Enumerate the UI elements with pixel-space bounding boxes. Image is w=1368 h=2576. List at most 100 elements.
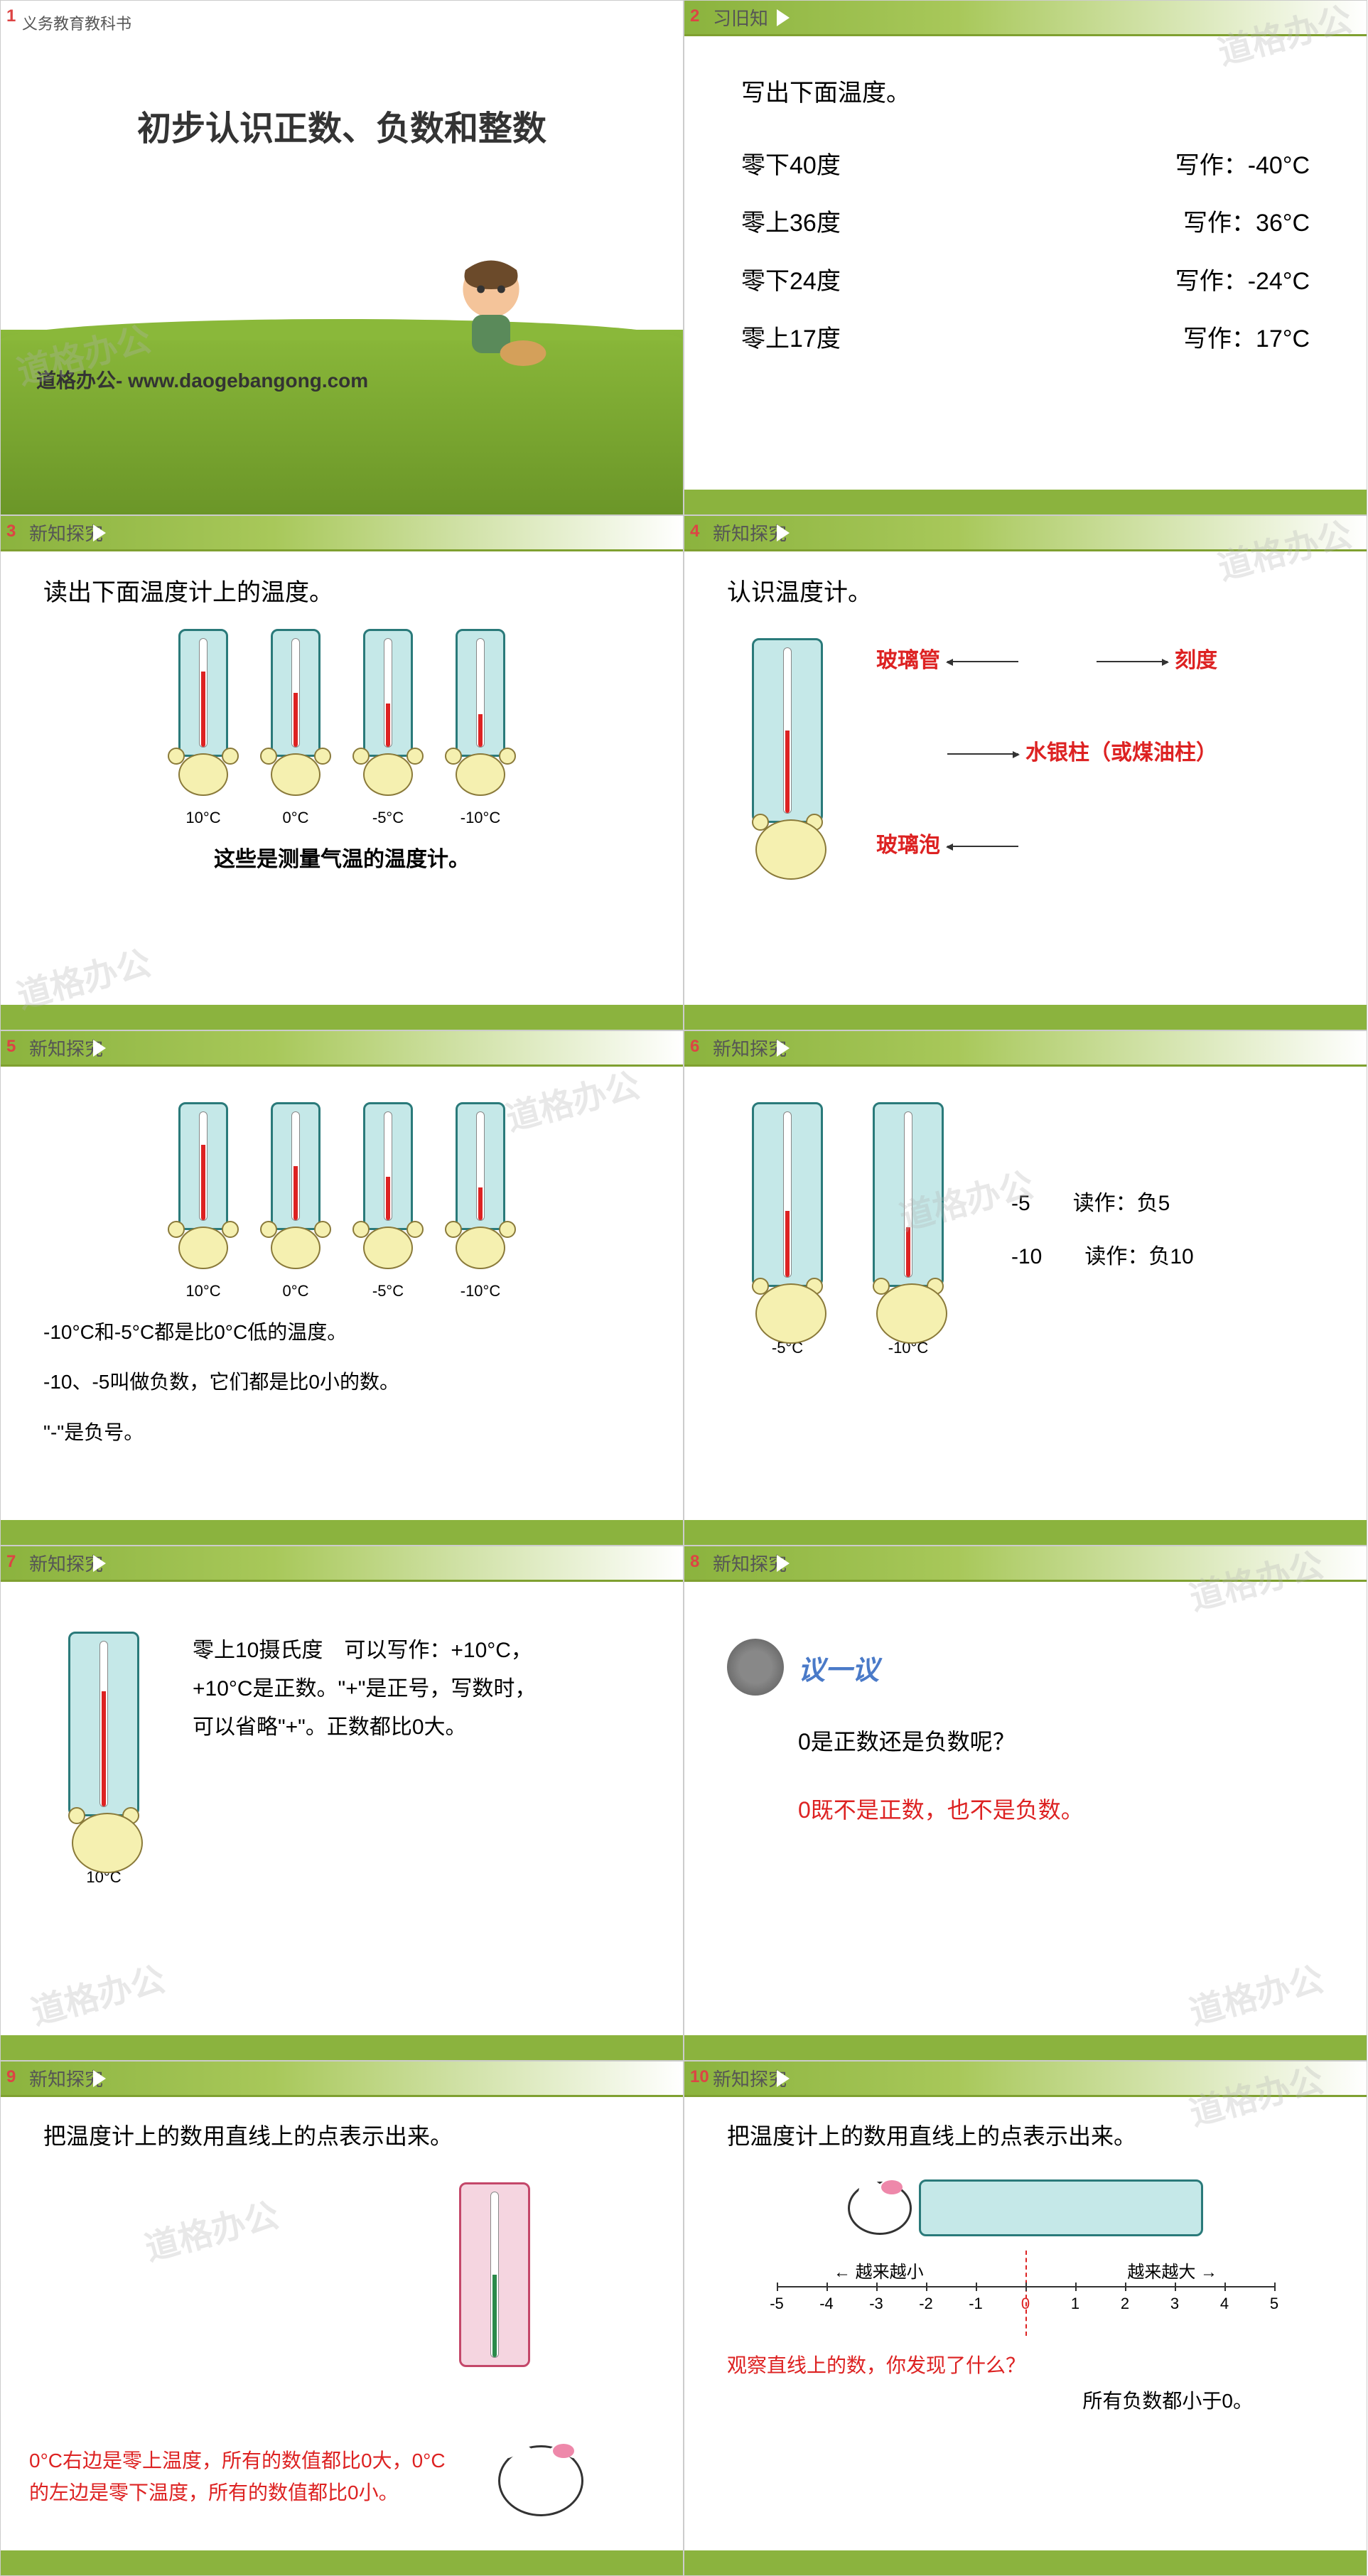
temp-row: 零下40度写作：-40°C (741, 137, 1310, 195)
footer-bar (1, 2550, 683, 2575)
footer-bar (1, 1005, 683, 1030)
s9-title: 把温度计上的数用直线上的点表示出来。 (43, 2118, 640, 2151)
header-bar: 新知探究 (684, 516, 1367, 551)
thermometer: -10°C (445, 629, 516, 827)
slide-9: 9 新知探究 把温度计上的数用直线上的点表示出来。 0°C右边是零上温度，所有的… (0, 2061, 684, 2576)
footer-bar (1, 2035, 683, 2060)
header-label: 新知探究 (29, 1550, 103, 1576)
slide-number: 6 (690, 1037, 699, 1057)
slide-5: 5 新知探究 10°C 0°C -5°C -10°C -10°C和-5°C都是比… (0, 1030, 684, 1546)
header-bar: 新知探究 (1, 1031, 683, 1067)
temp-desc: 零下24度 (741, 253, 841, 311)
slide-1: 1 义务教育教科书 初步认识正数、负数和整数 道格办公- www.daogeba… (0, 0, 684, 515)
question: 0是正数还是负数呢？ (798, 1724, 1324, 1757)
thermometer-row: 10°C 0°C -5°C -10°C (43, 629, 640, 827)
url-text: 道格办公- www.daogebangong.com (36, 365, 368, 394)
watermark: 道格办公 (25, 1951, 170, 2034)
thermometer-row: -5°C -10°C (727, 1102, 969, 1357)
s2-title: 写出下面温度。 (741, 65, 1310, 123)
header-label: 习旧知 (713, 4, 768, 31)
slide-number: 3 (6, 522, 16, 541)
thermo-label: -5°C (352, 809, 424, 827)
thermometer: 0°C (260, 629, 331, 827)
footer-bar (1, 1520, 683, 1545)
header-label: 新知探究 (713, 519, 787, 546)
thermometer: 0°C (260, 1102, 331, 1300)
thermometer: -5°C (738, 1102, 837, 1357)
header-label: 新知探究 (29, 2065, 103, 2091)
bulb-label: 玻璃泡 (876, 834, 940, 857)
thermometer: -10°C (445, 1102, 516, 1300)
slide-3: 3 新知探究 读出下面温度计上的温度。 10°C 0°C -5°C -10°C … (0, 515, 684, 1030)
slide-7: 7 新知探究 10°C 零上10摄氏度 可以写作：+10°C，+10°C是正数。… (0, 1546, 684, 2061)
read: 读作：负10 (1084, 1245, 1193, 1268)
slide-number: 8 (690, 1552, 699, 1572)
discuss-title: 议一议 (798, 1648, 879, 1687)
thermometer: 10°C (54, 1632, 154, 1887)
slide-number: 5 (6, 1037, 16, 1057)
thermo-label: -10°C (445, 1282, 516, 1300)
slide-8: 8 新知探究 议一议 0是正数还是负数呢？ 0既不是正数，也不是负数。 道格办公… (684, 1546, 1367, 2061)
thermo-label: -10°C (445, 809, 516, 827)
header-label: 新知探究 (713, 2065, 787, 2091)
slide-number: 1 (6, 6, 16, 26)
s10-question: 观察直线上的数，你发现了什么？ (727, 2350, 1324, 2378)
watermark: 道格办公 (1183, 1951, 1328, 2034)
s4-title: 认识温度计。 (727, 573, 1324, 608)
label-row: 玻璃管 刻度 (876, 629, 1217, 693)
thermo-label: 0°C (260, 1282, 331, 1300)
temp-desc: 零上17度 (741, 311, 841, 369)
slide-number: 4 (690, 522, 699, 541)
temp-desc: 零上36度 (741, 195, 841, 253)
slide-number: 2 (690, 6, 699, 26)
header-bar: 新知探究 (1, 516, 683, 551)
header-label: 新知探究 (713, 1550, 787, 1576)
temp-row: 零上17度 写作：17°C (741, 311, 1310, 369)
slide-10: 10 新知探究 把温度计上的数用直线上的点表示出来。 ← 越来越小 越来越大 →… (684, 2061, 1367, 2576)
header-label: 新知探究 (713, 1035, 787, 1061)
discuss-header: 议一议 (727, 1639, 1324, 1696)
header-bar: 新知探究 (684, 2062, 1367, 2097)
s5-text2: -10、-5叫做负数，它们都是比0小的数。 (43, 1364, 640, 1400)
thermometer (434, 2182, 555, 2367)
thermo-label: 10°C (168, 1282, 239, 1300)
read: 读作：负5 (1073, 1192, 1170, 1215)
mercury-label: 水银柱（或煤油柱） (1025, 741, 1217, 765)
label-row: 玻璃泡 (876, 814, 1217, 878)
header-bar: 习旧知 (684, 1, 1367, 36)
header-label: 新知探究 (29, 1035, 103, 1061)
slide-number: 7 (6, 1552, 16, 1572)
s9-text: 0°C右边是零上温度，所有的数值都比0大，0°C的左边是零下温度，所有的数值都比… (29, 2445, 456, 2509)
horizontal-thermometer (727, 2179, 1324, 2236)
temp-desc: 零下40度 (741, 137, 841, 195)
thermometer: -5°C (352, 629, 424, 827)
footer-bar (684, 1005, 1367, 1030)
glass-tube-label: 玻璃管 (876, 649, 940, 672)
cartoon-child-icon (427, 244, 555, 372)
s5-text3: "-"是负号。 (43, 1415, 640, 1450)
thermo-label: 0°C (260, 809, 331, 827)
thermometer: -10°C (858, 1102, 958, 1357)
temp-write: 写作：36°C (1183, 195, 1310, 253)
slide-4: 4 新知探究 认识温度计。 玻璃管 刻度 水银柱（或煤油柱） 玻璃泡 道格办公 (684, 515, 1367, 1030)
thermo-label: 10°C (168, 809, 239, 827)
smaller-label: ← 越来越小 (834, 2258, 924, 2283)
temp-row: 零上36度 写作：36°C (741, 195, 1310, 253)
temp-write: 写作：17°C (1183, 311, 1310, 369)
thermometer: 10°C (168, 1102, 239, 1300)
thermometer-diagram (738, 638, 837, 869)
thermometer-row: 10°C 0°C -5°C -10°C (43, 1102, 640, 1300)
footer-bar (684, 2035, 1367, 2060)
s3-caption: 这些是测量气温的温度计。 (43, 841, 640, 873)
header-bar: 新知探究 (684, 1546, 1367, 1582)
header-bar: 新知探究 (1, 1546, 683, 1582)
temp-write: 写作：-24°C (1175, 253, 1310, 311)
thermo-label: -5°C (352, 1282, 424, 1300)
footer-bar (684, 1520, 1367, 1545)
scale-label: 刻度 (1175, 649, 1217, 672)
kitty-icon (498, 2445, 583, 2516)
num: -5 (1011, 1192, 1030, 1215)
s3-title: 读出下面温度计上的温度。 (43, 573, 640, 608)
header-bar: 新知探究 (684, 1031, 1367, 1067)
header-bar: 新知探究 (1, 2062, 683, 2097)
